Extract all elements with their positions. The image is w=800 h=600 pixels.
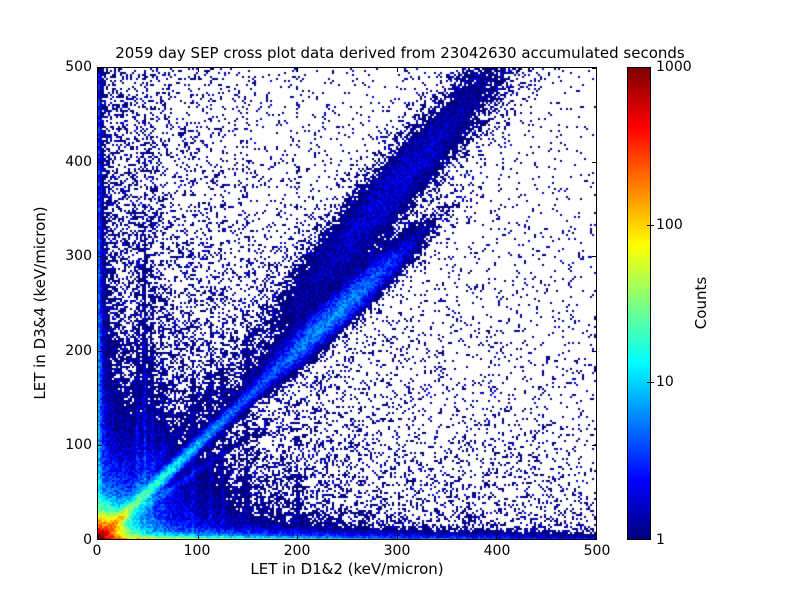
y-tick-label: 100 [65, 437, 92, 454]
axis-tick [98, 539, 102, 540]
colorbar-tick-label: 1 [656, 532, 665, 548]
axis-tick [592, 256, 596, 257]
colorbar-tick-label: 10 [656, 374, 674, 391]
y-tick-label: 400 [65, 153, 92, 170]
axis-tick [496, 68, 497, 72]
colorbar-label: Counts [692, 276, 710, 330]
axis-tick [397, 68, 398, 72]
axis-tick [592, 68, 596, 69]
axis-tick [98, 256, 102, 257]
axis-tick [98, 351, 102, 352]
x-axis-tick-labels: 0 100 200 300 400 500 [93, 543, 611, 559]
axis-tick [592, 539, 596, 540]
axis-tick [496, 535, 497, 539]
colorbar-tick-label: 100 [656, 216, 683, 233]
axis-tick [592, 162, 596, 163]
y-tick-label: 0 [83, 532, 92, 548]
y-tick-label: 300 [65, 248, 92, 265]
x-tick-label: 100 [183, 543, 211, 559]
colorbar-tick-label: 1000 [656, 59, 692, 75]
y-tick-label: 200 [65, 342, 92, 359]
axis-tick [596, 68, 597, 72]
y-tick-label: 500 [65, 59, 92, 75]
axis-tick [98, 162, 102, 163]
axis-tick [198, 68, 199, 72]
axis-tick [297, 535, 298, 539]
plot-area [97, 67, 597, 540]
axis-tick [592, 445, 596, 446]
title-line-1: 2059 day SEP cross plot data derived fro… [115, 44, 685, 62]
x-tick-label: 200 [283, 543, 311, 559]
x-axis-label: LET in D1&2 (keV/micron) [250, 560, 444, 578]
axis-tick [592, 351, 596, 352]
colorbar-tick-labels: 1 10 100 1000 [656, 59, 716, 548]
y-axis-tick-labels: 0 100 200 300 400 500 [0, 59, 92, 548]
axis-tick [397, 535, 398, 539]
colorbar-gradient-canvas [628, 68, 650, 539]
x-tick-label: 300 [383, 543, 411, 559]
y-axis-label: LET in D3&4 (keV/micron) [31, 206, 49, 400]
scatter-heatmap-canvas [98, 68, 596, 539]
axis-tick [98, 68, 102, 69]
x-tick-label: 400 [483, 543, 511, 559]
axis-tick [98, 68, 99, 72]
axis-tick [98, 445, 102, 446]
axis-tick [297, 68, 298, 72]
axis-tick [596, 535, 597, 539]
axis-tick [198, 535, 199, 539]
x-tick-label: 500 [583, 543, 611, 559]
axis-tick [98, 535, 99, 539]
colorbar [627, 67, 651, 540]
x-tick-label: 0 [92, 543, 102, 559]
